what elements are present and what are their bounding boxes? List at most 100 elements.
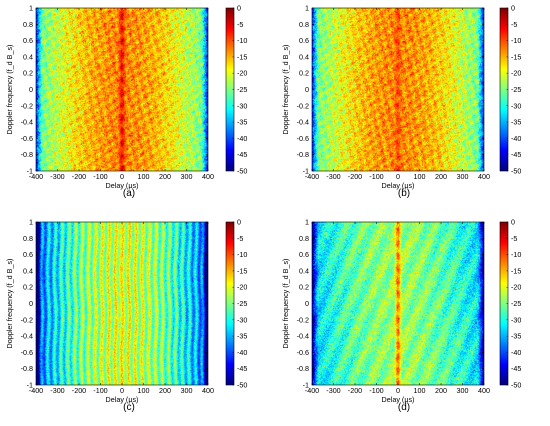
colorbar-tick-label: -30 <box>511 101 521 110</box>
x-axis-label: Delay (μs) <box>106 395 139 404</box>
colorbar-tick-label: -15 <box>511 52 521 61</box>
y-tick-label: -0.4 <box>297 332 309 341</box>
y-axis-label: Doppler frequency (f_d B_s) <box>281 259 290 349</box>
y-tick-label: 0.8 <box>23 20 33 29</box>
y-tick-label: 0.8 <box>299 20 309 29</box>
y-tick-label: -1 <box>27 167 33 176</box>
y-tick-label: 0.4 <box>23 52 33 61</box>
colorbar-tick-label: -50 <box>237 167 247 176</box>
colorbar <box>226 8 234 171</box>
colorbar-tick-label: -50 <box>511 167 521 176</box>
colorbar-tick-label: -45 <box>237 364 247 373</box>
x-tick-label: -400 <box>29 172 43 181</box>
y-tick-label: -1 <box>27 381 33 390</box>
x-tick-label: 300 <box>457 386 469 395</box>
y-tick-label: -0.2 <box>297 101 309 110</box>
colorbar-tick-label: -35 <box>237 332 247 341</box>
colorbar-tick-label: 0 <box>511 4 515 13</box>
y-tick-label: 0.2 <box>23 283 33 292</box>
y-axis-label: Doppler frequency (f_d B_s) <box>5 259 14 349</box>
x-tick-label: -200 <box>348 386 362 395</box>
colorbar-tick-label: -20 <box>237 69 247 78</box>
x-tick-label: 300 <box>457 172 469 181</box>
x-tick-label: -100 <box>93 172 107 181</box>
x-tick-label: -400 <box>305 386 319 395</box>
colorbar <box>226 222 234 385</box>
colorbar-tick-label: -15 <box>237 52 247 61</box>
colorbar-tick-label: -10 <box>237 250 247 259</box>
colorbar-tick-label: -30 <box>237 315 247 324</box>
x-tick-label: -400 <box>29 386 43 395</box>
x-tick-label: 100 <box>414 386 426 395</box>
y-tick-label: 0.6 <box>23 36 33 45</box>
colorbar-tick-label: -40 <box>237 134 247 143</box>
heatmap-image <box>36 8 208 171</box>
y-tick-label: 0.2 <box>299 69 309 78</box>
y-tick-label: 0.6 <box>299 36 309 45</box>
panel-b: -400 -300 -200 -100 0 100 200 300 400-1-0.8-0.6-… <box>281 4 521 200</box>
panel-caption: (d) <box>398 402 410 413</box>
x-tick-label: -400 <box>305 172 319 181</box>
y-tick-label: -0.8 <box>297 364 309 373</box>
x-tick-label: 100 <box>414 172 426 181</box>
y-tick-label: -0.4 <box>297 118 309 127</box>
colorbar-tick-label: 0 <box>511 218 515 227</box>
x-tick-label: -300 <box>326 386 340 395</box>
y-tick-label: -0.2 <box>21 101 33 110</box>
colorbar-tick-label: -30 <box>237 101 247 110</box>
x-axis-label: Delay (μs) <box>106 181 139 190</box>
x-tick-label: 0 <box>396 172 400 181</box>
x-tick-label: -300 <box>326 172 340 181</box>
colorbar-tick-label: -25 <box>511 85 521 94</box>
panel-caption: (b) <box>398 188 410 199</box>
colorbar-tick-label: -40 <box>237 348 247 357</box>
y-tick-label: 0.6 <box>23 250 33 259</box>
colorbar-tick-label: -35 <box>237 118 247 127</box>
y-tick-label: -0.4 <box>21 118 33 127</box>
panel-caption: (c) <box>123 402 135 413</box>
colorbar-tick-label: -5 <box>511 234 517 243</box>
colorbar-tick-label: -25 <box>237 299 247 308</box>
colorbar-tick-label: -20 <box>511 283 521 292</box>
y-tick-label: -0.4 <box>21 332 33 341</box>
colorbar-tick-label: -40 <box>511 134 521 143</box>
panel-c: -400 -300 -200 -100 0 100 200 300 400-1-0.8-0.6-… <box>5 218 247 414</box>
colorbar-tick-label: -25 <box>511 299 521 308</box>
x-tick-label: 400 <box>202 386 214 395</box>
y-tick-label: 0 <box>29 299 33 308</box>
y-tick-label: -0.8 <box>297 150 309 159</box>
colorbar-tick-label: 0 <box>237 218 241 227</box>
colorbar-tick-label: 0 <box>237 4 241 13</box>
x-tick-label: 300 <box>181 172 193 181</box>
y-tick-label: 0 <box>29 85 33 94</box>
colorbar-tick-label: -5 <box>237 20 243 29</box>
y-axis-label: Doppler frequency (f_d B_s) <box>5 45 14 135</box>
colorbar-tick-label: -50 <box>511 381 521 390</box>
x-tick-label: 100 <box>138 386 150 395</box>
colorbar-tick-label: -45 <box>511 150 521 159</box>
y-tick-label: 1 <box>305 4 309 13</box>
x-tick-label: 200 <box>159 172 171 181</box>
y-tick-label: -0.6 <box>21 348 33 357</box>
y-tick-label: 0.4 <box>23 266 33 275</box>
x-tick-label: 0 <box>120 386 124 395</box>
x-axis-label: Delay (μs) <box>382 395 415 404</box>
y-tick-label: 0 <box>305 85 309 94</box>
x-tick-label: 400 <box>478 386 490 395</box>
colorbar-tick-label: -40 <box>511 348 521 357</box>
x-tick-label: 0 <box>396 386 400 395</box>
x-tick-label: -100 <box>93 386 107 395</box>
panel-caption: (a) <box>123 188 135 199</box>
x-tick-label: -200 <box>348 172 362 181</box>
x-tick-label: 0 <box>120 172 124 181</box>
y-tick-label: -0.6 <box>21 134 33 143</box>
y-tick-label: 0.8 <box>23 234 33 243</box>
colorbar-tick-label: -10 <box>237 36 247 45</box>
x-tick-label: 300 <box>181 386 193 395</box>
y-tick-label: -1 <box>303 167 309 176</box>
y-tick-label: -0.6 <box>297 348 309 357</box>
heatmap-image <box>36 222 208 385</box>
y-tick-label: -1 <box>303 381 309 390</box>
colorbar-tick-label: -35 <box>511 118 521 127</box>
